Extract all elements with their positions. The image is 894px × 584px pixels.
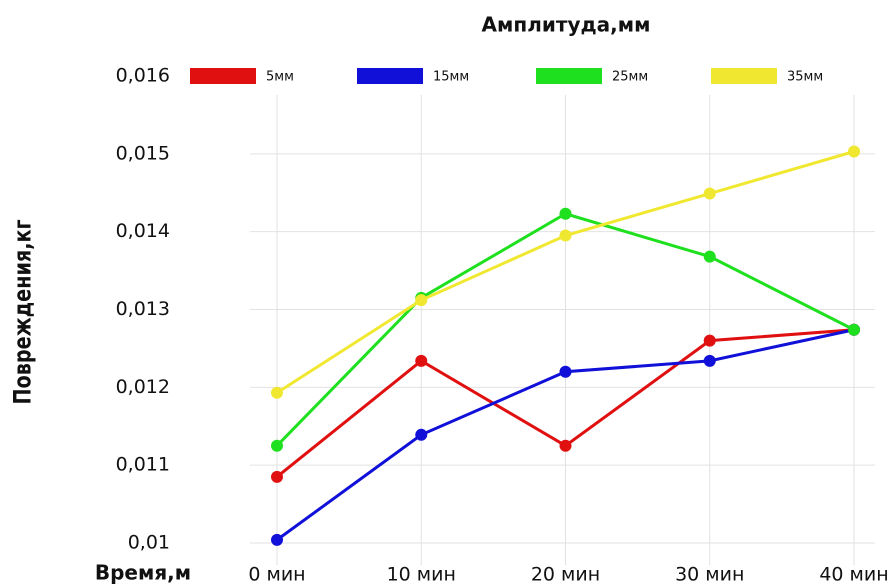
legend-label: 5мм bbox=[266, 70, 294, 85]
data-point bbox=[271, 386, 283, 399]
legend-label: 35мм bbox=[787, 70, 823, 85]
legend-label: 15мм bbox=[433, 70, 469, 85]
x-axis-label: Время,м bbox=[95, 561, 191, 584]
data-point bbox=[703, 250, 716, 263]
y-tick-label: 0,01 bbox=[128, 532, 170, 554]
data-point bbox=[271, 533, 283, 546]
y-tick-label: 0,011 bbox=[116, 454, 170, 476]
legend-swatch bbox=[711, 68, 777, 84]
data-point bbox=[703, 334, 716, 347]
data-point bbox=[559, 439, 572, 452]
data-point bbox=[415, 428, 428, 441]
y-tick-label: 0,015 bbox=[116, 142, 170, 164]
data-point bbox=[559, 229, 572, 242]
x-tick-label: 0 мин bbox=[248, 564, 305, 584]
data-point bbox=[848, 323, 860, 336]
chart-title: Амплитуда,мм bbox=[482, 13, 651, 37]
data-point bbox=[848, 145, 860, 158]
legend-swatch bbox=[357, 68, 423, 84]
data-point bbox=[703, 354, 716, 367]
x-tick-label: 20 мин bbox=[531, 564, 600, 584]
data-point bbox=[271, 439, 283, 452]
x-tick-label: 10 мин bbox=[387, 564, 456, 584]
x-tick-label: 40 мин bbox=[819, 564, 888, 584]
y-tick-label: 0,016 bbox=[116, 65, 170, 87]
data-point bbox=[271, 470, 283, 483]
y-axis-label: Повреждения,кг bbox=[10, 219, 38, 404]
y-tick-label: 0,014 bbox=[116, 220, 170, 242]
y-tick-label: 0,012 bbox=[116, 376, 170, 398]
data-point bbox=[559, 365, 572, 378]
data-point bbox=[703, 187, 716, 200]
y-tick-label: 0,013 bbox=[116, 298, 170, 320]
legend-swatch bbox=[190, 68, 256, 84]
x-tick-label: 30 мин bbox=[675, 564, 744, 584]
data-point bbox=[415, 294, 428, 307]
legend-swatch bbox=[536, 68, 602, 84]
data-point bbox=[415, 354, 428, 367]
legend-label: 25мм bbox=[612, 70, 648, 85]
data-point bbox=[559, 207, 572, 220]
